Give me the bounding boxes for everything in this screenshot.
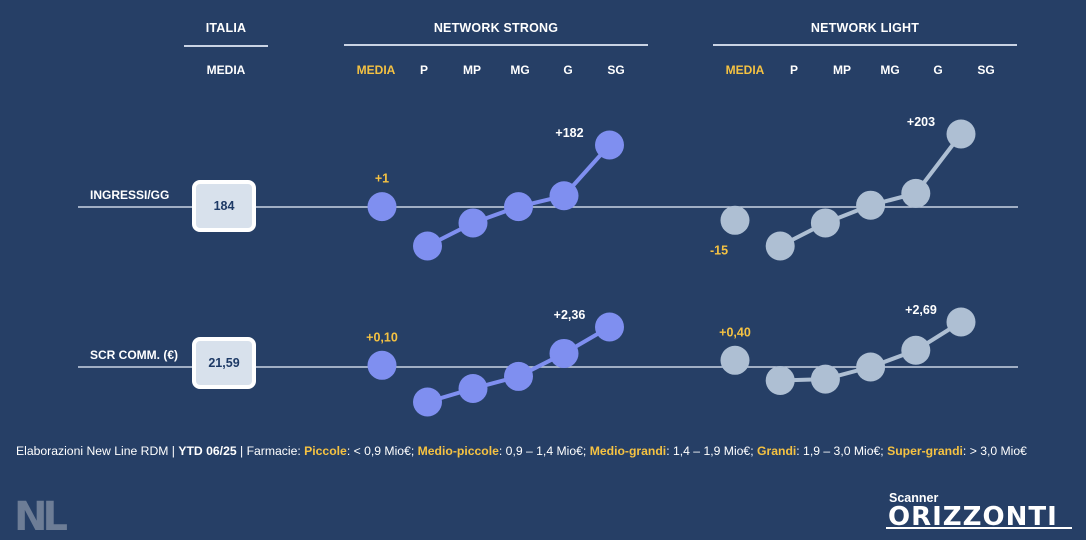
header-network-strong: NETWORK STRONG [433, 21, 559, 35]
header-network-strong-rule [344, 44, 648, 46]
subheader-strong-mp: MP [463, 63, 481, 77]
data-point-scr-strong-sg [595, 312, 624, 342]
subheader-italia-media: MEDIA [206, 63, 246, 77]
footer-class-medio-piccole: Medio-piccole [417, 444, 499, 458]
row-label-scr: SCR COMM. (€) [90, 348, 178, 362]
data-label-ingressi-light-sg: +203 [907, 115, 935, 129]
data-point-ingressi-light-mp [810, 208, 840, 238]
footer-farmacie: | Farmacie: [236, 444, 305, 458]
data-point-scr-strong-g [549, 338, 579, 368]
subheader-strong-sg: SG [607, 63, 625, 77]
data-point-ingressi-strong-media [367, 192, 397, 222]
italia-value-scr: 21,59 [208, 356, 240, 370]
header-italia: ITALIA [205, 21, 247, 35]
row-label-ingressi: INGRESSI/GG [90, 188, 170, 202]
data-point-ingressi-strong-g [549, 181, 579, 211]
footer-range-piccole: : < 0,9 Mio€; [346, 444, 418, 458]
footer-class-super-grandi: Super-grandi [887, 444, 963, 458]
data-point-scr-light-sg [946, 307, 976, 337]
data-label-scr-light-media: +0,40 [719, 325, 751, 339]
footer-range-medio-grandi: : 1,4 – 1,9 Mio€; [666, 444, 757, 458]
data-point-scr-light-mg [856, 352, 886, 382]
data-point-scr-light-g [901, 335, 931, 365]
subheader-light-sg: SG [977, 63, 995, 77]
subheader-strong-mg: MG [510, 63, 530, 77]
data-point-scr-strong-mp [458, 374, 488, 404]
italia-value-ingressi: 184 [213, 199, 235, 213]
data-point-scr-strong-mg [504, 361, 533, 391]
data-point-scr-strong-p [413, 387, 442, 417]
data-point-scr-strong-media [367, 350, 397, 380]
data-point-ingressi-light-media [720, 205, 750, 235]
italia-value-box-scr: 21,59 [192, 337, 256, 389]
subheader-light-mp: MP [833, 63, 851, 77]
footer-class-piccole: Piccole [304, 444, 347, 458]
data-label-scr-strong-sg: +2,36 [554, 308, 586, 322]
header-network-light: NETWORK LIGHT [810, 21, 920, 35]
data-point-ingressi-light-p [765, 231, 795, 261]
data-point-scr-light-p [765, 365, 795, 395]
data-label-scr-strong-media: +0,10 [366, 330, 398, 344]
footer-range-medio-piccole: : 0,9 – 1,4 Mio€; [498, 444, 590, 458]
data-point-ingressi-strong-mg [504, 192, 533, 222]
header-network-light-rule [713, 44, 1017, 46]
data-point-ingressi-light-sg [946, 119, 976, 149]
data-point-ingressi-light-mg [856, 190, 886, 220]
data-point-ingressi-strong-sg [595, 130, 624, 160]
data-label-ingressi-light-media: -15 [710, 243, 728, 257]
footer-range-super-grandi: : > 3,0 Mio€ [962, 444, 1027, 458]
subheader-light-media: MEDIA [725, 63, 765, 77]
orizzonti-logo-underline [886, 527, 1072, 529]
footer-range-grandi: : 1,9 – 3,0 Mio€; [796, 444, 888, 458]
data-label-ingressi-strong-media: +1 [375, 172, 389, 186]
header-italia-rule [184, 45, 268, 47]
footer-class-grandi: Grandi [757, 444, 797, 458]
subheader-strong-g: G [563, 63, 573, 77]
subheader-light-mg: MG [880, 63, 900, 77]
data-point-scr-light-media [720, 345, 750, 375]
footer-note: Elaborazioni New Line RDM | YTD 06/25 | … [16, 444, 1027, 458]
subheader-light-p: P [789, 63, 798, 77]
data-label-ingressi-strong-sg: +182 [555, 126, 583, 140]
series-line-ingressi-light [779, 132, 963, 248]
footer-ytd: YTD 06/25 [178, 444, 237, 458]
data-point-ingressi-light-g [901, 178, 931, 208]
italia-value-box-ingressi: 184 [192, 180, 256, 232]
subheader-strong-p: P [419, 63, 428, 77]
data-point-ingressi-strong-p [413, 231, 442, 261]
footer-class-medio-grandi: Medio-grandi [589, 444, 667, 458]
subheader-light-g: G [933, 63, 943, 77]
data-point-scr-light-mp [810, 364, 840, 394]
data-point-ingressi-strong-mp [458, 208, 488, 238]
scanner-logo-text: Scanner [889, 491, 939, 505]
data-label-scr-light-sg: +2,69 [905, 303, 937, 317]
footer-source: Elaborazioni New Line RDM | [16, 444, 179, 458]
nl-logo: NL [14, 494, 68, 540]
subheader-strong-media: MEDIA [356, 63, 396, 77]
